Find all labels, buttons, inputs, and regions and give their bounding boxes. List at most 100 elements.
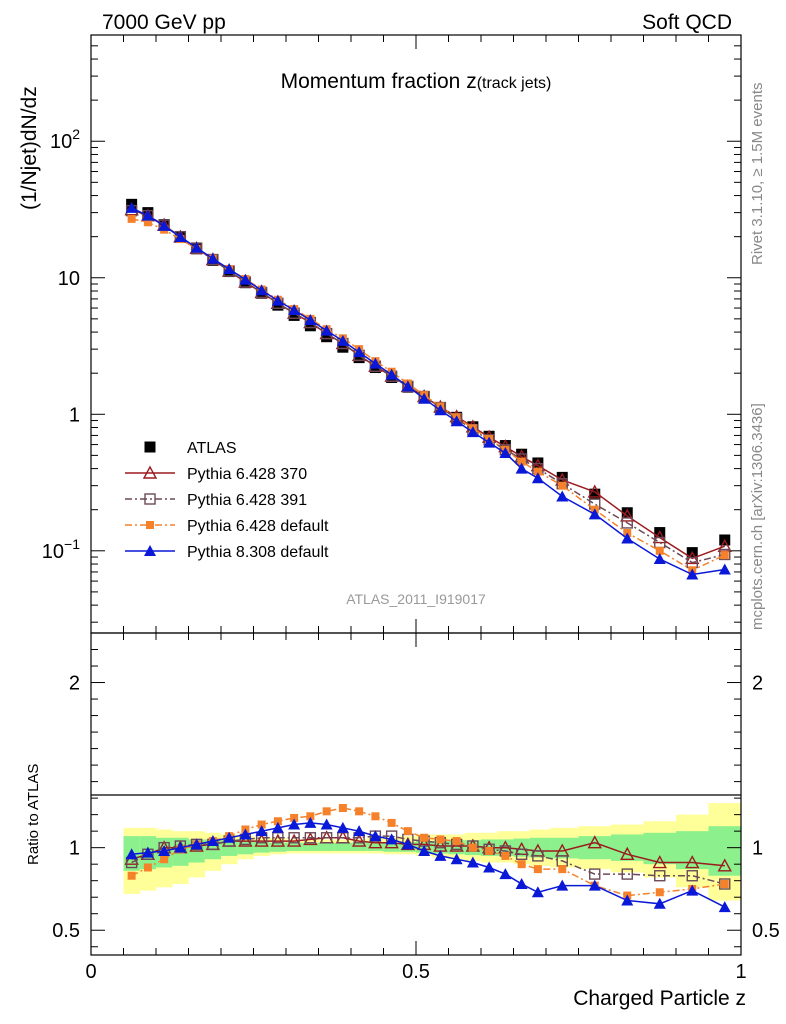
- point-p8def: [288, 304, 301, 316]
- main-ylabel: (1/Njet)dN/dz: [18, 86, 41, 210]
- ratio-point-p6def: [273, 817, 282, 826]
- band-green: [643, 832, 677, 865]
- point-p8def: [336, 334, 349, 346]
- x-ticks: 0 0.5 1: [85, 35, 747, 983]
- main-data: [124, 198, 732, 580]
- point-atlas: [321, 331, 333, 343]
- ratio-point-p6def: [306, 812, 315, 821]
- ratio-point-p6def: [338, 804, 347, 813]
- ratio-data: [124, 804, 732, 913]
- ratio-point-p8def: [353, 825, 366, 837]
- y-tick-label: 10−1: [42, 536, 80, 563]
- ratio-point-p370: [587, 835, 602, 849]
- ratio-point-p6def: [290, 813, 299, 822]
- point-p8def: [418, 392, 431, 404]
- point-p8def: [653, 553, 666, 565]
- ratio-point-p8def: [686, 884, 699, 896]
- legend-entry-p8def: Pythia 8.308 default: [125, 544, 329, 561]
- ratio-point-p6def: [485, 846, 494, 855]
- point-p8def: [686, 568, 699, 580]
- point-atlas: [589, 488, 601, 500]
- ratio-point-p8def: [653, 897, 666, 909]
- point-p8def: [466, 426, 479, 438]
- ratio-point-p391: [288, 832, 300, 844]
- ratio-point-p6def: [468, 843, 477, 852]
- legend-label: Pythia 6.428 default: [187, 518, 329, 535]
- ratio-point-p391: [654, 870, 666, 882]
- ratio-point-p8def: [288, 818, 301, 830]
- ratio-y-ticks: 0.5 0.5 1 1 2 2: [52, 649, 780, 948]
- ratio-point-p6def: [387, 818, 396, 827]
- ratio-point-p8def: [336, 821, 349, 833]
- point-p8def: [158, 219, 171, 231]
- x-tick-label: 0.5: [402, 961, 430, 983]
- ratio-point-p8def: [515, 877, 528, 889]
- ratio-panel: 0.5 0.51 12 2 Ratio to ATLAS 0 0.5 1 Charged …: [25, 35, 780, 1010]
- ratio-point-p6def: [452, 837, 461, 846]
- ratio-point-p370: [368, 835, 383, 849]
- ratio-point-p8def: [255, 825, 268, 837]
- mcplots-label: mcplots.cern.ch [arXiv:1306.3436]: [749, 403, 766, 630]
- point-p8def: [239, 273, 252, 285]
- ratio-point-p370: [652, 855, 667, 869]
- legend-entry-p391: Pythia 6.428 391: [125, 492, 307, 509]
- ratio-point-p6def: [257, 820, 266, 829]
- ratio-point-p8def: [304, 816, 317, 828]
- main-panel: Momentum fraction z(track jets) (1/Njet)…: [18, 34, 742, 634]
- point-p8def: [206, 252, 219, 264]
- point-p8def: [385, 368, 398, 380]
- point-p370: [620, 508, 635, 522]
- point-p8def: [515, 462, 528, 474]
- ratio-point-p391: [320, 832, 333, 844]
- ratio-point-p6def: [322, 807, 331, 816]
- point-p8def: [255, 284, 268, 296]
- ratio-point-p8def: [141, 846, 154, 858]
- ratio-frame: [90, 632, 742, 956]
- legend-label: ATLAS: [187, 440, 237, 457]
- point-atlas: [304, 320, 316, 332]
- ratio-point-p8def: [174, 841, 187, 853]
- point-atlas: [337, 341, 349, 353]
- point-p6def: [143, 218, 152, 227]
- ratio-point-p8def: [239, 828, 252, 840]
- ratio-line-p391: [131, 835, 725, 885]
- point-p8def: [304, 314, 317, 326]
- ratio-tick-label-right: 0.5: [752, 920, 780, 942]
- point-p8def: [556, 490, 569, 502]
- ratio-point-p6def: [436, 835, 445, 844]
- point-p8def: [369, 357, 382, 369]
- ratio-point-p370: [685, 855, 700, 869]
- ratio-point-p8def: [125, 848, 138, 860]
- ratio-point-p8def: [718, 901, 731, 913]
- point-p8def: [223, 262, 236, 274]
- point-p6def: [720, 551, 729, 560]
- ratio-point-p6def: [420, 833, 429, 842]
- main-title-text: Momentum fraction: [281, 70, 467, 93]
- ratio-point-p8def: [369, 830, 382, 842]
- ratio-point-p8def: [271, 821, 284, 833]
- ratio-series-p8def: [125, 816, 731, 913]
- point-atlas: [556, 471, 568, 483]
- point-p8def: [141, 209, 154, 221]
- ratio-point-p370: [620, 846, 635, 860]
- ratio-point-p8def: [320, 818, 333, 830]
- ratio-point-p6def: [127, 871, 136, 880]
- band-green: [351, 842, 368, 851]
- point-p8def: [718, 563, 731, 575]
- legend-entry-p370: Pythia 6.428 370: [125, 465, 307, 483]
- ratio-point-p6def: [501, 851, 510, 860]
- ratio-point-p370: [717, 858, 732, 872]
- band-green: [302, 842, 319, 851]
- ratio-point-p6def: [517, 860, 526, 869]
- point-p8def: [450, 415, 463, 427]
- point-p6def: [127, 214, 136, 223]
- point-p8def: [174, 230, 187, 242]
- legend-entry-atlas: ATLAS: [144, 440, 237, 457]
- point-atlas: [499, 440, 511, 452]
- ratio-point-p370: [303, 831, 318, 846]
- point-p8def: [621, 532, 634, 544]
- ratio-point-p370: [351, 833, 367, 847]
- legend-marker: [144, 545, 156, 556]
- point-atlas: [288, 309, 300, 321]
